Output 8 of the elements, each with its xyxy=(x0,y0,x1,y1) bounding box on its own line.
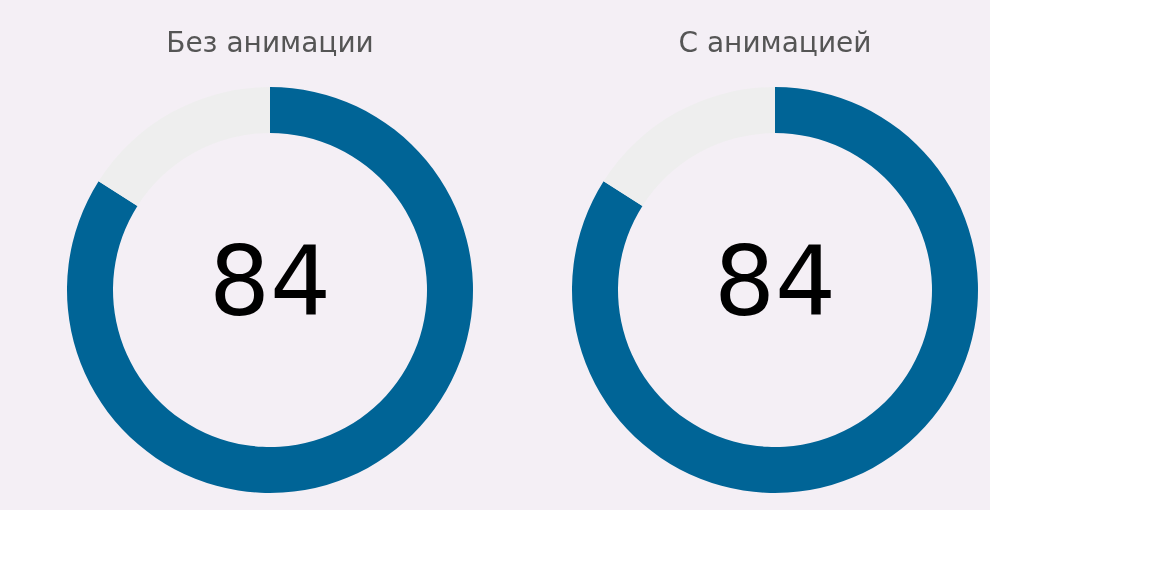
donut-slice xyxy=(98,87,270,206)
chart-title: С анимацией xyxy=(678,26,872,59)
chart-title: Без анимации xyxy=(166,26,374,59)
data-label: 84 xyxy=(208,226,332,338)
donut-slice xyxy=(572,87,978,493)
donut-slice xyxy=(67,87,473,493)
data-label: 84 xyxy=(713,226,837,338)
donut-slice xyxy=(603,87,775,206)
